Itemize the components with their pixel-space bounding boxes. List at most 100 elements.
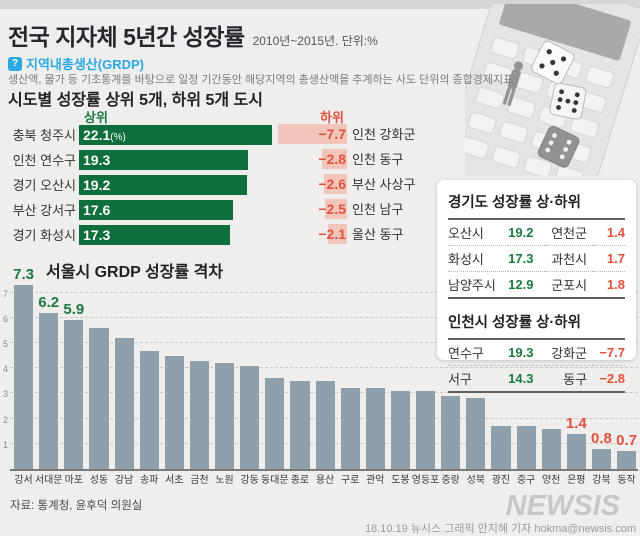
bar [315, 381, 335, 469]
x-tick-label: 은평 [567, 475, 586, 486]
bar-value-label: 6.2 [38, 294, 60, 311]
top-region: 연수구 [448, 346, 484, 361]
bar [516, 426, 536, 469]
bottom5-header: 하위 [320, 110, 344, 125]
growth-bar-positive: 19.3 [79, 149, 248, 170]
bottom-region: 군포시 [551, 278, 588, 293]
growth-bar-negative [322, 149, 347, 169]
grdp-definition: ? 지역내총생산(GRDP) [8, 54, 144, 73]
growth-bar-negative [278, 124, 347, 144]
data-source: 자료: 통계청, 윤후덕 의원실 [10, 500, 143, 512]
bottom5-rows: −7.7 인천 강화군 −2.8 인천 동구 −2.6 부산 사상구 −2.5 인천 남구 −2… [277, 122, 437, 247]
top5-row: 충북 청주시 22.1(%) [0, 122, 272, 147]
growth-bar-negative-box: −2.1 [277, 224, 347, 244]
top5-row: 경기 화성시 17.3 [0, 222, 272, 247]
x-tick-label: 동작 [617, 475, 636, 486]
top5-row: 경기 오산시 19.2 [0, 172, 272, 197]
x-tick-label: 강남 [114, 475, 134, 486]
bar-cell: 강동 [240, 262, 260, 486]
gridline [10, 367, 638, 369]
bar-cell: 5.9 마포 [63, 262, 84, 486]
top-region: 오산시 [448, 226, 484, 241]
x-tick-label: 강북 [592, 475, 611, 486]
top5-rows: 충북 청주시 22.1(%) 인천 연수구 19.3 경기 오산시 19.2 부산 강서구 1… [0, 122, 272, 247]
bar [290, 381, 310, 469]
bar [265, 378, 285, 469]
x-tick-label: 마포 [64, 475, 84, 486]
section-title: 시도별 성장률 상위 5개, 하위 5개 도시 [8, 92, 263, 109]
x-tick-label: 서초 [165, 475, 184, 486]
top5-row: 인천 연수구 19.3 [0, 147, 272, 172]
bar [164, 356, 184, 469]
bar [390, 391, 410, 469]
bar-cell: 용산 [315, 262, 335, 486]
x-tick-label: 광진 [491, 475, 511, 486]
growth-bar-positive: 17.6 [79, 199, 233, 220]
table-row: 서구 14.3 동구 −2.8 [448, 366, 625, 392]
bar-cell: 양천 [541, 262, 561, 486]
negative-value: −2.1 [318, 226, 346, 242]
region-label: 충북 청주시 [12, 128, 76, 143]
seoul-bar-chart: 1 2 3 4 5 6 7 7.3 강서 6.2 서대문 5.9 마포 성동 강남 송파 서초 금천 노원 강동 동대… [3, 262, 638, 486]
region-label: 인천 남구 [352, 202, 404, 217]
bar-cell: 6.2 서대문 [35, 262, 63, 486]
negative-value: −7.7 [318, 126, 346, 142]
x-tick-label: 종로 [290, 475, 310, 486]
bar [441, 396, 461, 469]
growth-bar-negative [324, 174, 347, 194]
bar-cell: 성북 [466, 262, 486, 486]
question-icon: ? [8, 56, 22, 71]
table-title: 인천시 성장률 상·하위 [448, 315, 581, 331]
bottom-region: 과천시 [551, 252, 588, 267]
bar [89, 328, 109, 469]
grdp-label: 지역내총생산(GRDP) [26, 57, 144, 72]
region-label: 인천 연수구 [12, 153, 76, 168]
x-tick-label: 성동 [89, 475, 109, 486]
seoul-chart-title: 서울시 GRDP 성장률 격차 [46, 264, 224, 281]
bar [566, 434, 586, 469]
bar-value-label: 0.8 [591, 430, 612, 447]
y-tick-label: 5 [2, 339, 8, 349]
bottom-region: 연천군 [551, 226, 588, 241]
bottom-region: 동구 [563, 372, 588, 387]
growth-bar-negative-box: −2.6 [277, 174, 347, 194]
top-region: 서구 [448, 372, 472, 387]
bottom5-row: −2.1 울산 동구 [277, 222, 437, 247]
region-table: 오산시 19.2 연천군 1.4 화성시 17.3 과천시 1.7 남양주시 12.9 군포시 1.8 [448, 218, 625, 299]
bar [466, 398, 486, 469]
bar [340, 388, 360, 469]
page-title: 전국 지자체 5년간 성장률 2010년~2015년. 단위:% [8, 18, 378, 52]
bottom-region: 강화군 [551, 346, 588, 361]
bar-cell: 노원 [215, 262, 235, 486]
bar-cell: 송파 [139, 262, 159, 486]
top5-row: 부산 강서구 17.6 [0, 197, 272, 222]
x-tick-label: 도봉 [391, 475, 410, 486]
bar [139, 351, 159, 469]
bar-cell: 0.8 강북 [591, 262, 612, 486]
top5-header: 상위 [84, 110, 108, 125]
x-tick-label: 강서 [14, 475, 33, 486]
bar [416, 391, 436, 469]
bar-cell: 0.7 동작 [616, 262, 637, 486]
gridline [10, 291, 638, 293]
bar-cell: 성동 [89, 262, 109, 486]
growth-bar-positive: 19.2 [79, 174, 247, 195]
growth-bar-positive: 17.3 [79, 224, 230, 245]
bottom-value: 1.8 [606, 277, 625, 292]
y-tick-label: 1 [2, 439, 8, 450]
bar [491, 426, 511, 469]
bar [240, 366, 260, 469]
y-tick-label: 7 [2, 288, 8, 299]
bar-cell: 관악 [365, 262, 385, 486]
x-tick-label: 관악 [366, 475, 385, 486]
page-subtitle: 2010년~2015년. 단위:% [252, 34, 378, 48]
x-tick-label: 동대문 [261, 475, 289, 486]
negative-value: −2.5 [318, 201, 346, 217]
x-tick-label: 금천 [190, 475, 209, 486]
growth-bar-positive: 22.1(%) [79, 124, 272, 145]
top-value: 19.2 [508, 225, 534, 240]
x-tick-label: 구로 [340, 475, 360, 486]
bar [617, 451, 637, 469]
table-row: 연수구 19.3 강화군 −7.7 [448, 339, 625, 366]
bottom-value: 1.4 [606, 225, 625, 240]
